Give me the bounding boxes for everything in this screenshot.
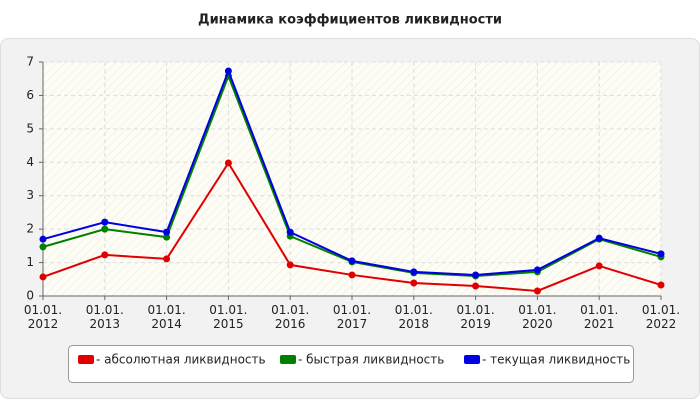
point: [163, 228, 171, 236]
x-tick-label: 01.01. 2012: [23, 303, 63, 331]
point: [224, 159, 232, 167]
y-tick-label: 2: [26, 222, 34, 236]
x-tick-label: 01.01. 2014: [147, 303, 186, 331]
legend-swatch: [280, 355, 296, 364]
point: [410, 268, 418, 276]
point: [348, 257, 356, 265]
x-tick-label: 01.01. 2020: [518, 303, 557, 331]
point: [286, 228, 294, 236]
y-tick-label: 0: [26, 289, 34, 303]
point: [163, 233, 171, 241]
point: [657, 250, 665, 258]
point: [657, 281, 665, 289]
point: [472, 271, 480, 279]
y-tick-label: 1: [26, 255, 34, 269]
point: [348, 271, 356, 279]
legend-label: - текущая ликвидность: [482, 353, 630, 367]
point: [410, 279, 418, 287]
point: [472, 282, 480, 290]
point: [39, 273, 47, 281]
point: [39, 243, 47, 251]
x-tick-label: 01.01. 2021: [580, 303, 619, 331]
point: [101, 218, 109, 226]
point: [286, 261, 294, 269]
point: [224, 67, 232, 75]
legend-swatch: [464, 355, 480, 364]
x-tick-label: 01.01. 2022: [641, 303, 681, 331]
point: [163, 255, 171, 263]
point: [101, 251, 109, 259]
legend-label: - абсолютная ликвидность: [96, 353, 266, 367]
point: [39, 235, 47, 243]
y-tick-label: 7: [26, 55, 34, 69]
legend-box: [68, 345, 634, 383]
y-tick-label: 5: [26, 121, 34, 135]
x-tick-label: 01.01. 2018: [394, 303, 433, 331]
legend-label: - быстрая ликвидность: [298, 353, 444, 367]
x-tick-label: 01.01. 2013: [85, 303, 124, 331]
y-tick-label: 6: [26, 88, 34, 102]
x-tick-label: 01.01. 2016: [271, 303, 310, 331]
x-tick-label: 01.01. 2019: [456, 303, 495, 331]
point: [533, 266, 541, 274]
point: [101, 225, 109, 233]
legend-swatch: [78, 355, 94, 364]
point: [533, 287, 541, 295]
point: [595, 234, 603, 242]
x-tick-label: 01.01. 2015: [209, 303, 248, 331]
chart-title: Динамика коэффициентов ликвидности: [198, 13, 502, 28]
y-tick-label: 4: [26, 155, 34, 169]
y-tick-label: 3: [26, 188, 34, 202]
x-tick-label: 01.01. 2017: [332, 303, 372, 331]
point: [595, 262, 603, 270]
